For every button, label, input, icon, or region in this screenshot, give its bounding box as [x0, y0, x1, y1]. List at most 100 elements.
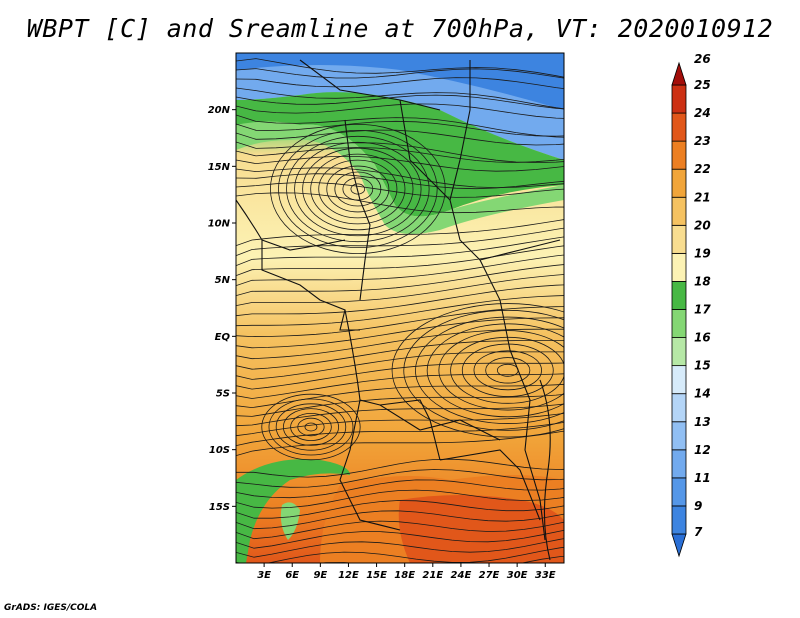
- streamline: [236, 520, 564, 540]
- streamline-eddy: [268, 398, 354, 456]
- streamline: [236, 219, 564, 247]
- colorbar-label: 25: [694, 78, 711, 92]
- colorbar-segment: [671, 477, 687, 507]
- streamline-gyre: [334, 171, 382, 207]
- streamline: [236, 284, 564, 317]
- lon-tick-label: 24E: [451, 570, 472, 581]
- streamlines: [236, 58, 578, 604]
- wbpt-field: [236, 53, 578, 604]
- colorbar-label: 21: [694, 190, 711, 204]
- colorbar-segment: [671, 309, 687, 338]
- colorbar-label: 13: [694, 415, 711, 429]
- streamline-gyre: [326, 165, 390, 213]
- colorbar-segment: [671, 393, 687, 423]
- streamline: [236, 306, 564, 338]
- lat-tick-label: 20N: [208, 105, 231, 116]
- streamline: [236, 489, 564, 509]
- streamline: [236, 373, 564, 399]
- streamline: [236, 458, 564, 478]
- colorbar-segment: [671, 337, 687, 367]
- lat-tick-label: 10N: [208, 219, 231, 230]
- streamline: [236, 58, 564, 78]
- colorbar-label: 19: [694, 246, 711, 260]
- streamline: [236, 500, 564, 519]
- streamline: [236, 546, 564, 563]
- colorbar-label: 22: [694, 162, 711, 176]
- green-patch-southwest: [280, 502, 300, 540]
- colorbar: 7 9 11 12 13 14 15 16 17 18 19 20 21 22 23 24 25 26: [671, 52, 711, 558]
- streamline: [236, 245, 564, 277]
- colorbar-segment: [671, 281, 687, 310]
- streamline-gyre: [302, 147, 414, 231]
- colorbar-label: 14: [694, 387, 711, 401]
- lon-tick-label: 21E: [422, 570, 443, 581]
- hot-region-south: [398, 495, 564, 563]
- colorbar-segment: [671, 365, 687, 395]
- latitude-axis: 20N 15N 10N 5N EQ 5S 10S 15S: [208, 105, 236, 513]
- streamline-swirl: [426, 323, 564, 418]
- lon-tick-label: 27E: [479, 570, 500, 581]
- colorbar-segment: [671, 449, 687, 479]
- colorbar-segment: [671, 168, 687, 198]
- colorbar-label: 16: [694, 331, 711, 345]
- streamline-gyre: [310, 153, 406, 225]
- streamline-swirl: [391, 303, 564, 438]
- streamline-gyre: [286, 135, 430, 243]
- streamline-gyre: [318, 159, 398, 219]
- streamline: [236, 351, 564, 380]
- streamline: [236, 328, 564, 360]
- streamline: [236, 167, 564, 189]
- grads-credit: GrADS: IGES/COLA: [4, 603, 98, 613]
- streamline-eddy: [261, 393, 361, 461]
- lat-tick-label: 5S: [216, 389, 230, 400]
- lat-tick-label: 5N: [215, 275, 231, 286]
- streamline: [236, 68, 564, 79]
- lon-tick-label: 12E: [338, 570, 359, 581]
- streamline: [236, 182, 564, 198]
- streamline: [236, 94, 564, 110]
- lon-tick-label: 9E: [313, 570, 327, 581]
- streamline: [236, 147, 564, 163]
- longitude-axis: 3E 6E 9E 12E 15E 18E 21E 24E 27E 30E 33E: [257, 563, 556, 581]
- streamline: [236, 227, 564, 257]
- streamline: [236, 586, 578, 604]
- streamline-eddy: [297, 417, 325, 437]
- colorbar-label: 15: [694, 359, 711, 373]
- streamline-swirl: [473, 350, 542, 391]
- map-title: WBPT [C] and Sreamline at 700hPa, VT: 20…: [26, 14, 774, 43]
- streamline-gyre: [270, 124, 446, 254]
- lat-tick-label: 15N: [208, 162, 231, 173]
- lon-tick-label: 18E: [394, 570, 415, 581]
- streamline: [236, 156, 564, 172]
- streamline: [236, 403, 564, 427]
- light-green-band: [236, 121, 564, 234]
- streamline: [236, 77, 564, 90]
- colorbar-segment: [671, 140, 687, 170]
- streamline-gyre: [342, 177, 374, 201]
- colorbar-label: 20: [694, 218, 711, 232]
- streamline: [236, 129, 564, 146]
- colorbar-segment: [671, 421, 687, 451]
- colorbar-segment: [671, 84, 687, 114]
- colorbar-segment: [671, 224, 687, 254]
- streamline: [236, 114, 564, 138]
- streamline-gyre: [294, 141, 422, 237]
- streamline-swirl: [403, 309, 564, 431]
- colorbar-segment: [671, 112, 687, 142]
- streamline: [236, 173, 564, 190]
- streamline: [236, 510, 564, 530]
- streamline-eddy: [275, 403, 347, 451]
- streamline-gyre: [278, 129, 438, 249]
- lat-tick-label: 10S: [209, 445, 230, 456]
- colorbar-arrow-low: [671, 533, 687, 558]
- streamline: [236, 295, 564, 327]
- streamline-swirl: [438, 330, 564, 411]
- streamline: [236, 236, 564, 267]
- streamline: [236, 538, 564, 558]
- colorbar-label: 11: [694, 471, 711, 485]
- streamline: [236, 264, 564, 297]
- streamline-eddy: [304, 422, 318, 432]
- streamline: [236, 393, 564, 417]
- streamline: [236, 340, 564, 370]
